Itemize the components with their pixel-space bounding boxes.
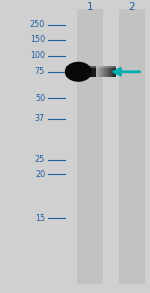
Text: 15: 15 <box>35 214 45 223</box>
Bar <box>114 66 116 77</box>
Bar <box>96 66 98 77</box>
Bar <box>119 9 145 284</box>
Bar <box>106 66 108 77</box>
Bar <box>100 66 102 77</box>
Text: 250: 250 <box>30 21 45 29</box>
Text: 1: 1 <box>87 2 93 12</box>
Text: 20: 20 <box>35 170 45 179</box>
Text: 75: 75 <box>35 67 45 76</box>
Text: 50: 50 <box>35 94 45 103</box>
Text: 25: 25 <box>35 155 45 164</box>
Bar <box>77 9 103 284</box>
Bar <box>110 66 112 77</box>
Text: 2: 2 <box>129 2 135 12</box>
Text: 150: 150 <box>30 35 45 44</box>
Bar <box>108 66 110 77</box>
Bar <box>98 66 100 77</box>
Bar <box>102 66 104 77</box>
Bar <box>104 66 106 77</box>
Bar <box>66 66 116 77</box>
Bar <box>66 66 116 69</box>
Bar <box>112 66 114 77</box>
Text: 100: 100 <box>30 51 45 60</box>
Ellipse shape <box>65 62 92 82</box>
Text: 37: 37 <box>35 114 45 123</box>
